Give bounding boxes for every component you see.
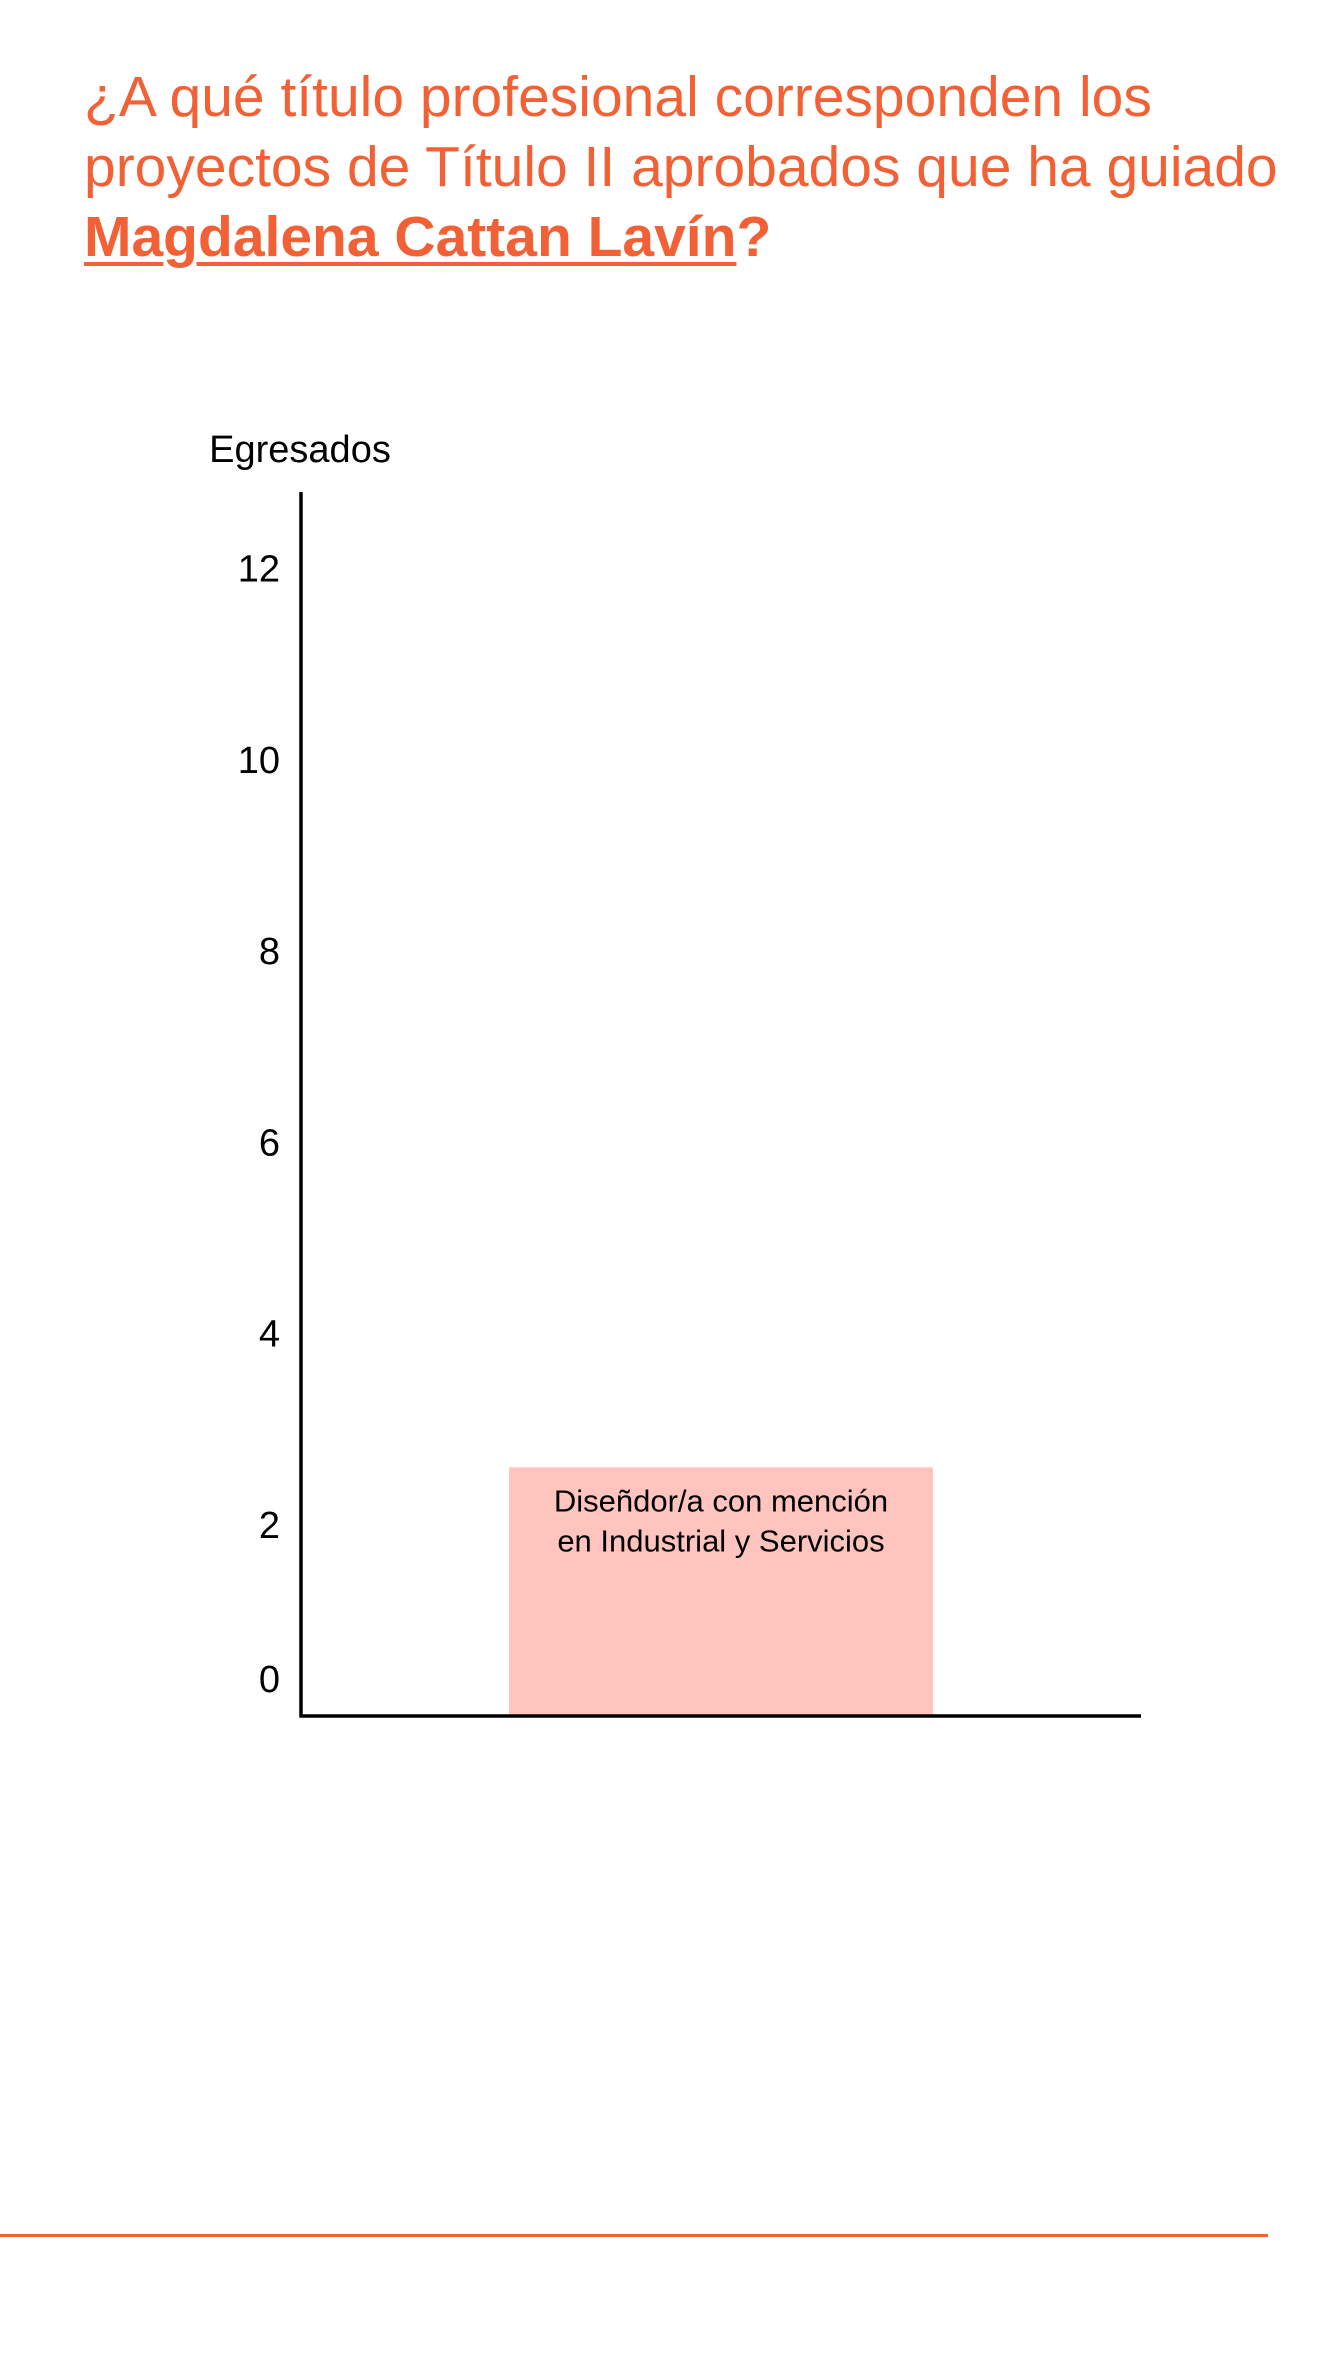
y-tick-label: 2 xyxy=(259,1505,280,1547)
y-tick-label: 8 xyxy=(259,931,280,973)
y-axis-label: Egresados xyxy=(209,429,391,471)
y-tick-label: 0 xyxy=(259,1659,280,1701)
y-tick-label: 12 xyxy=(238,549,280,591)
question-mark: ? xyxy=(736,205,772,269)
person-name-link[interactable]: Magdalena Cattan Lavín xyxy=(84,205,737,269)
bar[interactable] xyxy=(509,1467,933,1716)
y-tick-label: 10 xyxy=(238,740,280,782)
footer-divider xyxy=(0,2234,1268,2237)
question-text: ¿A qué título profesional corresponden l… xyxy=(84,65,1278,199)
y-tick-label: 6 xyxy=(259,1122,280,1164)
bar-chart: Egresados 0 2 4 6 8 10 12 Diseñdor/a con mención… xyxy=(209,429,1141,1718)
page-title: ¿A qué título profesional corresponden l… xyxy=(84,62,1324,272)
bar-category-label: Diseñdor/a con mención xyxy=(554,1484,888,1519)
bar-category-label: en Industrial y Servicios xyxy=(557,1524,884,1559)
y-tick-label: 4 xyxy=(259,1314,280,1356)
